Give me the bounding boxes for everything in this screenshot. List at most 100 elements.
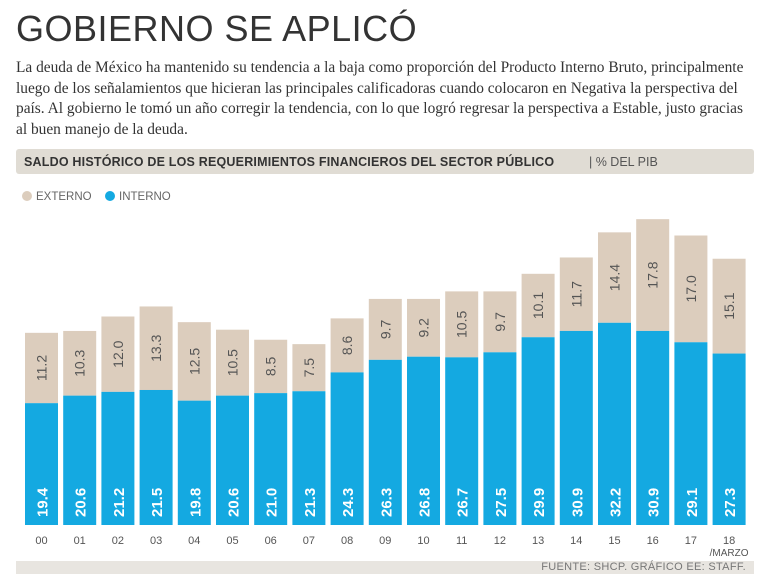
bar-interno <box>101 391 135 525</box>
value-label-interno: 20.6 <box>226 488 243 517</box>
bar-interno <box>63 395 97 525</box>
bar-externo <box>292 344 326 392</box>
value-label-interno: 19.4 <box>35 487 52 517</box>
value-label-interno: 27.3 <box>722 488 739 517</box>
value-label-interno: 29.9 <box>531 488 548 517</box>
x-tick-label: 16 <box>647 535 659 547</box>
value-label-interno: 21.2 <box>111 488 128 517</box>
value-label-externo: 9.7 <box>492 312 508 332</box>
legend-externo: EXTERNO <box>22 191 92 203</box>
source-note: FUENTE: SHCP. GRÁFICO EE: STAFF. <box>541 561 746 573</box>
bar-externo <box>25 332 58 404</box>
value-label-interno: 29.1 <box>684 488 701 517</box>
bar-externo <box>177 322 211 401</box>
value-label-externo: 10.1 <box>530 292 546 319</box>
bar-interno <box>636 330 670 525</box>
bar-interno <box>368 359 402 525</box>
x-tick-label: 04 <box>188 535 200 547</box>
chart-unit: | % DEL PIB <box>589 155 658 169</box>
footer: FUENTE: SHCP. GRÁFICO EE: STAFF. <box>16 561 754 574</box>
value-label-externo: 11.2 <box>34 355 50 381</box>
bar-interno <box>445 357 479 525</box>
x-tick-label: 14 <box>570 535 582 547</box>
x-tick-label: 11 <box>456 535 467 547</box>
value-label-externo: 10.3 <box>72 349 88 376</box>
x-tick-label: 12 <box>494 535 506 547</box>
value-label-interno: 21.0 <box>264 488 281 517</box>
x-tick-label: 03 <box>150 535 162 547</box>
legend-externo-swatch <box>22 191 32 201</box>
value-label-interno: 20.6 <box>73 488 90 517</box>
bar-interno <box>521 337 555 525</box>
x-tick-note: /MARZO <box>710 548 749 559</box>
value-label-externo: 7.5 <box>301 358 317 378</box>
x-tick-label: 09 <box>379 535 391 547</box>
x-tick-label: 05 <box>226 535 238 547</box>
x-tick-label: 17 <box>685 535 697 547</box>
page-title: GOBIERNO SE APLICÓ <box>16 8 418 49</box>
x-tick-label: 01 <box>74 535 86 547</box>
bar-externo <box>63 330 97 396</box>
value-label-interno: 26.7 <box>455 488 472 517</box>
value-label-externo: 10.5 <box>454 311 470 338</box>
legend-interno-swatch <box>105 191 115 201</box>
bar-interno <box>712 353 746 525</box>
value-label-interno: 21.3 <box>302 488 319 517</box>
chart-header: SALDO HISTÓRICO DE LOS REQUERIMIENTOS FI… <box>16 149 754 174</box>
bar-interno <box>25 403 58 525</box>
bar-interno <box>598 322 631 525</box>
value-label-interno: 24.3 <box>340 488 357 517</box>
bar-externo <box>330 318 364 373</box>
value-label-externo: 14.4 <box>607 264 623 291</box>
value-label-externo: 8.6 <box>339 335 355 355</box>
bar-externo <box>483 291 517 353</box>
chart-title: SALDO HISTÓRICO DE LOS REQUERIMIENTOS FI… <box>24 155 555 169</box>
value-label-externo: 11.7 <box>568 281 584 307</box>
bar-externo <box>407 298 440 357</box>
bar-externo <box>368 298 402 360</box>
value-label-interno: 30.9 <box>569 488 586 517</box>
bar-externo <box>636 219 670 331</box>
bar-interno <box>407 356 440 525</box>
bar-interno <box>483 352 517 525</box>
x-tick-label: 13 <box>532 535 544 547</box>
value-label-interno: 26.3 <box>378 488 395 517</box>
x-tick-label: 08 <box>341 535 353 547</box>
bar-externo <box>559 257 593 331</box>
bar-interno <box>674 342 708 525</box>
x-tick-label: 00 <box>35 535 47 547</box>
value-label-externo: 9.2 <box>416 318 432 338</box>
bar-interno <box>216 395 249 525</box>
bar-interno <box>292 391 326 525</box>
bar-externo <box>521 273 555 338</box>
bar-externo <box>598 232 631 323</box>
bar-externo <box>101 316 135 392</box>
bar-externo <box>712 258 746 354</box>
bar-interno <box>254 393 288 525</box>
x-tick-label: 02 <box>112 535 124 547</box>
value-label-externo: 12.5 <box>186 348 202 375</box>
value-label-externo: 12.0 <box>110 340 126 367</box>
bar-externo <box>216 329 249 396</box>
x-tick-label: 18 <box>723 535 735 547</box>
value-label-interno: 30.9 <box>646 488 663 517</box>
value-label-interno: 27.5 <box>493 488 510 517</box>
bar-interno <box>139 389 173 525</box>
bar-interno <box>177 400 211 525</box>
value-label-externo: 10.5 <box>225 349 241 376</box>
value-label-interno: 32.2 <box>608 488 625 517</box>
value-label-interno: 19.8 <box>187 488 204 517</box>
legend-externo-label: EXTERNO <box>36 191 92 203</box>
x-tick-label: 07 <box>303 535 315 547</box>
bar-interno <box>330 372 364 525</box>
bar-externo <box>445 291 479 358</box>
legend-interno-label: INTERNO <box>119 191 171 203</box>
x-tick-label: 10 <box>417 535 429 547</box>
bar-externo <box>254 339 288 394</box>
bar-externo <box>139 306 173 390</box>
value-label-externo: 17.0 <box>683 275 699 302</box>
value-label-externo: 9.7 <box>377 319 393 339</box>
value-label-interno: 21.5 <box>149 488 166 517</box>
value-label-externo: 17.8 <box>645 261 661 288</box>
